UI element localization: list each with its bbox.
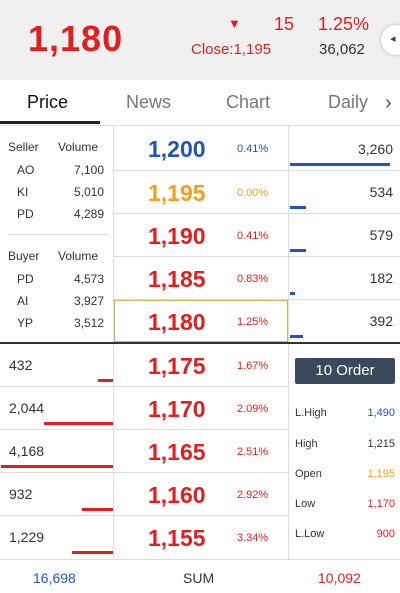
stat-value: 1,195 — [367, 468, 395, 480]
tab-daily[interactable]: Daily — [328, 92, 369, 112]
stat-value: 900 — [376, 528, 395, 540]
ladder-percent: 0.41% — [237, 230, 269, 242]
bid-volume-bar — [82, 508, 113, 511]
ladder-price[interactable]: 1,165 — [148, 439, 206, 465]
close-price: Close:1,195 — [191, 41, 272, 58]
bid-volume-bar — [98, 379, 113, 382]
chevron-right-icon[interactable]: › — [385, 92, 392, 114]
bid-volume: 4,168 — [9, 443, 45, 459]
ask-volume-bar — [290, 163, 390, 166]
stat-value: 1,170 — [367, 498, 395, 510]
ladder-percent: 0.83% — [237, 273, 269, 285]
divider — [113, 170, 400, 171]
buyer-volume: 4,573 — [74, 272, 105, 286]
ask-volume-bar — [290, 292, 295, 295]
ladder-percent: 1.25% — [237, 316, 269, 328]
stat-label: L.High — [295, 407, 327, 419]
order-button[interactable]: 10 Order — [295, 358, 395, 384]
buyer-volume: 3,927 — [74, 294, 105, 308]
ask-volume-bar — [290, 206, 306, 209]
tab-price[interactable]: Price — [27, 92, 69, 112]
stat-value: 1,490 — [367, 407, 395, 419]
chevron-left-icon: ◂ — [390, 33, 396, 45]
collapse-button[interactable]: ◂ — [381, 25, 400, 55]
seller-volume: 4,289 — [74, 207, 105, 221]
buyer-name: YP — [17, 316, 34, 330]
ask-volume-bar — [290, 249, 306, 252]
divider — [113, 213, 400, 214]
stat-label: Low — [295, 498, 316, 510]
stat-label: L.Low — [295, 528, 325, 540]
sum-footer: 16,698 SUM 10,092 — [0, 559, 400, 593]
divider — [113, 299, 400, 300]
ask-volume-bar — [290, 335, 303, 338]
ladder-price[interactable]: 1,185 — [148, 266, 206, 292]
ladder-price[interactable]: 1,160 — [148, 482, 206, 508]
buyer-name: AI — [17, 294, 29, 308]
seller-volume-header: Volume — [58, 140, 99, 154]
divider — [113, 256, 400, 257]
total-volume: 36,062 — [319, 41, 365, 58]
ladder-price[interactable]: 1,155 — [148, 525, 206, 551]
tab-bar: Price News Chart Daily — [0, 80, 400, 126]
seller-name: KI — [17, 185, 29, 199]
ladder-percent: 1.67% — [237, 360, 269, 372]
stat-value: 1,215 — [367, 438, 395, 450]
down-arrow-icon: ▼ — [228, 16, 241, 31]
divider — [0, 386, 288, 387]
bid-volume: 432 — [9, 357, 33, 373]
bid-volume-bar — [72, 551, 113, 554]
ladder-percent: 2.92% — [237, 489, 269, 501]
ask-volume: 3,260 — [357, 141, 393, 157]
buyer-header: Buyer — [8, 249, 40, 263]
active-tab-indicator — [0, 121, 100, 124]
divider — [0, 515, 288, 516]
bid-volume: 932 — [9, 486, 33, 502]
divider — [8, 234, 108, 235]
bid-volume: 1,229 — [9, 529, 45, 545]
tab-chart[interactable]: Chart — [226, 92, 271, 112]
ladder-price[interactable]: 1,180 — [148, 309, 206, 335]
ask-bid-separator — [0, 342, 400, 344]
seller-volume: 5,010 — [74, 185, 105, 199]
seller-name: AO — [17, 163, 35, 177]
total-bid-volume: 16,698 — [33, 570, 76, 586]
ask-volume: 579 — [369, 227, 393, 243]
stat-label: Open — [295, 468, 322, 480]
ladder-percent: 0.00% — [237, 187, 269, 199]
bid-volume-bar — [1, 465, 113, 468]
ask-volume: 182 — [369, 270, 393, 286]
sum-label: SUM — [183, 570, 215, 586]
ladder-price[interactable]: 1,195 — [148, 180, 206, 206]
ladder-price[interactable]: 1,175 — [148, 353, 206, 379]
ladder-percent: 2.09% — [237, 403, 269, 415]
seller-name: PD — [17, 207, 34, 221]
price-change: 15 — [274, 14, 295, 34]
ladder-percent: 0.41% — [237, 143, 269, 155]
buyer-volume-header: Volume — [58, 249, 99, 263]
current-price-highlight — [114, 300, 288, 342]
ladder-percent: 2.51% — [237, 446, 269, 458]
ask-volume: 392 — [369, 313, 393, 329]
bid-volume: 2,044 — [9, 400, 45, 416]
current-price: 1,180 — [28, 18, 124, 59]
bid-volume-bar — [44, 422, 113, 425]
stat-label: High — [295, 438, 318, 450]
ladder-percent: 3.34% — [237, 532, 269, 544]
ask-volume: 534 — [369, 184, 393, 200]
total-ask-volume: 10,092 — [318, 570, 361, 586]
quote-header: 1,180 ▼ 15 1.25% Close:1,195 36,062 ◂ — [0, 0, 400, 80]
ladder-price[interactable]: 1,190 — [148, 223, 206, 249]
price-change-percent: 1.25% — [318, 14, 370, 34]
ladder-price[interactable]: 1,200 — [148, 136, 206, 162]
tab-news[interactable]: News — [126, 92, 172, 112]
seller-header: Seller — [8, 140, 39, 154]
seller-volume: 7,100 — [74, 163, 105, 177]
buyer-name: PD — [17, 272, 34, 286]
divider — [0, 472, 288, 473]
divider — [0, 429, 288, 430]
ladder-price[interactable]: 1,170 — [148, 396, 206, 422]
buyer-volume: 3,512 — [74, 316, 105, 330]
